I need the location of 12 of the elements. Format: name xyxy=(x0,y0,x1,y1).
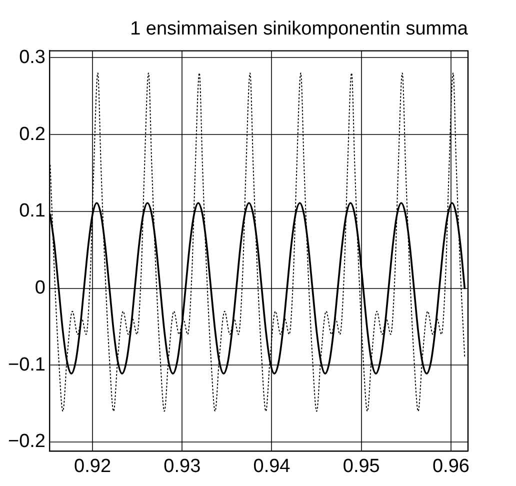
x-tick-label: 0.96 xyxy=(432,456,470,477)
y-tick-label: 0.1 xyxy=(19,200,46,222)
x-tick-label: 0.95 xyxy=(342,456,380,477)
y-tick-label: 0.3 xyxy=(19,46,46,68)
x-tick-label: 0.94 xyxy=(253,456,291,477)
x-tick-label: 0.92 xyxy=(74,456,112,477)
y-tick-label: 0.2 xyxy=(19,124,46,145)
y-tick-label: −0.1 xyxy=(8,354,46,376)
y-tick-label: 0 xyxy=(34,278,46,299)
x-tick-label: 0.93 xyxy=(164,456,201,477)
chart-title: 1 ensimmaisen sinikomponentin summa xyxy=(130,18,468,40)
y-tick-label: −0.2 xyxy=(8,431,46,452)
